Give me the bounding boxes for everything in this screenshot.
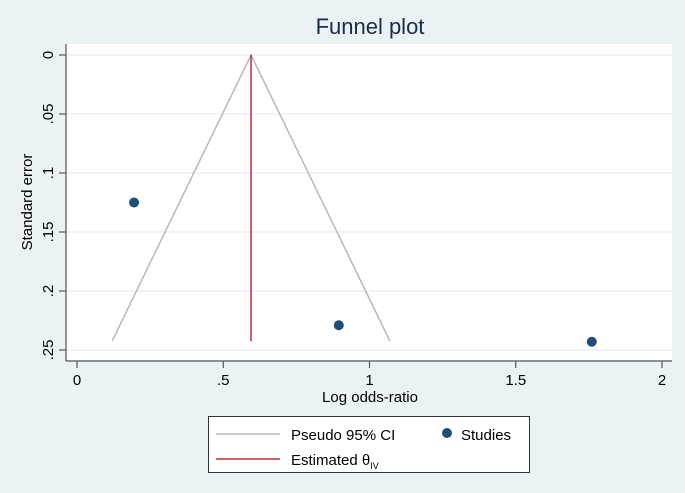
x-axis-title: Log odds-ratio xyxy=(322,389,418,406)
x-tick-label: 0 xyxy=(73,372,81,389)
study-point xyxy=(129,197,140,208)
chart-title: Funnel plot xyxy=(316,14,425,39)
legend-studies-dot-icon xyxy=(442,428,452,438)
legend-box xyxy=(208,416,530,473)
chart-series xyxy=(111,53,597,347)
x-tick-label: 2 xyxy=(658,372,666,389)
legend-label-ci: Pseudo 95% CI xyxy=(291,427,395,444)
study-point xyxy=(586,336,597,347)
gridlines xyxy=(66,54,672,351)
x-tick-label: 1.5 xyxy=(505,372,526,389)
legend: Pseudo 95% CI Studies Estimated θIV xyxy=(208,416,530,473)
legend-label-estimate: Estimated θIV xyxy=(291,452,379,471)
x-tick-label: 1 xyxy=(365,372,373,389)
y-tick-label: .25 xyxy=(40,340,57,361)
legend-label-studies: Studies xyxy=(461,427,511,444)
y-tick-label: .05 xyxy=(40,104,57,125)
y-tick-label: 0 xyxy=(40,51,57,59)
study-point xyxy=(333,320,344,331)
y-tick-label: .1 xyxy=(40,167,57,180)
y-tick-label: .2 xyxy=(40,285,57,298)
plot-area xyxy=(66,44,672,360)
y-axis-ticks: 0 .05 .1 .15 .2 .25 xyxy=(40,51,66,361)
x-tick-label: .5 xyxy=(217,372,230,389)
y-axis-title: Standard error xyxy=(19,154,36,251)
y-tick-label: .15 xyxy=(40,222,57,243)
x-axis-ticks: 0 .5 1 1.5 2 xyxy=(73,361,666,389)
